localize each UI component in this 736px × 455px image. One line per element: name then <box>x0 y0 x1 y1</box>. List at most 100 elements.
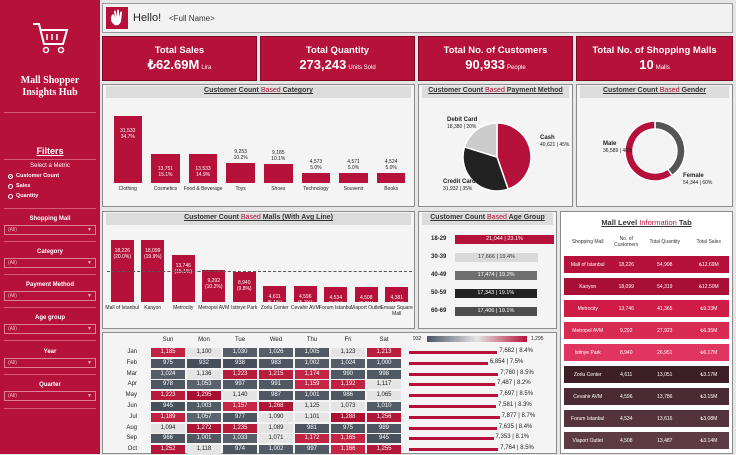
category-chart: 31,533 34.7% Clothing 13,751 15.1% Cosmetic… <box>103 99 416 206</box>
month-day-heatmap: Sun Mon Tue Wed Thu Fri Sat Jan 1,185 1,100 1,030 1… <box>103 333 403 455</box>
month-label: Mar <box>126 370 137 377</box>
bar-malls <box>232 271 256 302</box>
heatmap-cell: 1,268 <box>259 402 293 411</box>
category-tick-label: Cevahir AVM <box>290 305 320 311</box>
data-label: 7,682 | 8.4% <box>499 348 533 354</box>
metric-radio-sales[interactable]: Sales <box>8 183 30 189</box>
heatmap-cell: 997 <box>295 445 329 455</box>
app-title: Mall Shopper Insights Hub <box>20 75 80 98</box>
kpi-total-customers: Total No. of Customers 90,933 People <box>418 36 573 81</box>
shopping-mall-select[interactable]: (All) ▼ <box>4 225 96 235</box>
heatmap-cell: 1,002 <box>295 358 329 368</box>
data-label: 7,760 | 8.5% <box>500 369 534 376</box>
day-header: Mon <box>198 337 210 343</box>
filters-title: Filters <box>36 146 64 156</box>
heatmap-cell: 1,057 <box>187 412 221 422</box>
heatmap-cell: 1,026 <box>259 348 293 357</box>
month-label: Jun <box>127 403 137 409</box>
category-select[interactable]: (All) ▼ <box>4 258 96 268</box>
data-label: 7,581 | 8.3% <box>498 402 532 408</box>
payment-panel: Customer Count Based Payment Method Cash… <box>418 84 573 207</box>
mall-sales: ₺3.15M <box>700 393 718 400</box>
heatmap-cell: 1,165 <box>331 434 365 444</box>
month-label: Feb <box>126 359 137 366</box>
slice-female <box>624 120 674 182</box>
heatmap-cell: 1,094 <box>151 423 185 433</box>
heatmap-cell: 1,053 <box>187 380 221 390</box>
mall-table-row: Viaport Outlet 4,508 13,487 ₺3.14M <box>564 432 729 449</box>
age-group-label: 18-29 <box>431 236 447 242</box>
heatmap-cell: 1,065 <box>367 391 401 401</box>
data-label: 4,611 (5.1%) <box>267 294 283 307</box>
category-tick-label: Istinye Park <box>231 305 258 311</box>
month-label: Jul <box>129 413 137 420</box>
bar-month-total <box>409 448 499 452</box>
metric-radio-customer-count[interactable]: Customer Count <box>8 173 59 179</box>
mall-customers: 18,099 <box>618 283 634 290</box>
mall-table-row: Forum Istanbul 4,534 13,616 ₺3.08M <box>564 410 729 427</box>
quarter-select[interactable]: (All) ▼ <box>4 391 96 401</box>
heatmap-cell: 1,185 <box>151 348 185 357</box>
mall-name: Kanyon <box>579 283 597 290</box>
chevron-down-icon: ▼ <box>87 326 92 332</box>
bar-category <box>301 173 331 183</box>
bar-category <box>151 153 180 183</box>
heatmap-cell: 1,001 <box>187 434 221 444</box>
heatmap-cell: 1,235 <box>223 423 257 433</box>
data-label: 7,487 | 8.2% <box>497 380 531 387</box>
filter-label-category: Category <box>36 249 63 255</box>
payment-method-select[interactable]: (All) ▼ <box>4 291 96 301</box>
color-legend-gradient <box>427 336 527 342</box>
age-group-select[interactable]: (All) ▼ <box>4 324 96 334</box>
heatmap-cell: 1,071 <box>259 434 293 444</box>
mall-name: Viaport Outlet <box>572 437 603 444</box>
bar-category <box>188 154 218 183</box>
day-header: Sat <box>379 337 389 343</box>
data-label: 7,353 | 8.1% <box>495 434 530 441</box>
mall-customers: 8,940 <box>619 349 633 356</box>
data-label: 7,877 | 8.7% <box>501 412 536 419</box>
data-label: 9,253 10.2% <box>233 149 248 162</box>
mall-name: Cevahir AVM <box>573 393 603 400</box>
metric-radio-quantity[interactable]: Quantity <box>8 193 38 199</box>
age-title: Customer Count Based Age Group <box>430 214 545 221</box>
bar-age: 17,666 | 19.4% <box>455 253 539 262</box>
bar-malls <box>263 286 287 302</box>
category-tick-label: Metropol AVM <box>198 305 230 311</box>
mall-table-header: Shopping Mall No. of Customers Total Qua… <box>571 236 721 248</box>
heatmap-cell: 977 <box>223 412 257 422</box>
bar-age: 17,474 | 19.2% <box>455 271 538 280</box>
month-label: Apr <box>127 381 137 388</box>
year-select[interactable]: (All) ▼ <box>4 358 96 368</box>
heatmap-cell: 966 <box>151 434 185 444</box>
age-panel: Customer Count Based Age Group 18-29 21,0… <box>418 211 557 329</box>
data-label: 4,524 5.0% <box>384 159 398 172</box>
mall-name: Mall of Istanbul <box>570 261 605 268</box>
radio-dot <box>8 193 13 199</box>
gender-title: Customer Count Based Gender <box>602 87 707 94</box>
slice-label: 54,344 | 60% <box>683 180 713 186</box>
age-chart: 18-29 21,044 | 23.1% 30-39 17,666 | 19.4% 40… <box>419 226 558 328</box>
day-header: Wed <box>269 337 283 343</box>
bar-category <box>226 163 255 183</box>
bar-month-total <box>409 394 498 398</box>
slice-label: 36,589 | 40% <box>603 148 633 154</box>
data-label: 6,854 | 7.5% <box>489 358 524 365</box>
heatmap-cell: 1,101 <box>295 412 329 422</box>
mall-customers: 18,226 <box>618 261 634 268</box>
heatmap-cell: 975 <box>151 358 185 368</box>
filter-label-shopping-mall: Shopping Mall <box>29 216 71 222</box>
month-label: Aug <box>126 424 137 431</box>
category-tick-label: Clothing <box>118 186 137 192</box>
heatmap-cell: 987 <box>259 391 293 401</box>
heatmap-cell: 1,002 <box>259 445 293 455</box>
heatmap-cell: 1,255 <box>367 445 401 455</box>
heatmap-cell: 945 <box>151 402 185 411</box>
category-tick-label: Food & Beverage <box>183 186 223 192</box>
filter-label-age-group: Age group <box>35 315 65 321</box>
data-label: 9,185 10.1% <box>271 149 286 162</box>
slice-credit-card <box>462 145 510 192</box>
age-group-label: 30-39 <box>431 254 447 260</box>
heatmap-cell: 1,005 <box>295 348 329 357</box>
data-label: 31,533 34.7% <box>120 128 136 141</box>
